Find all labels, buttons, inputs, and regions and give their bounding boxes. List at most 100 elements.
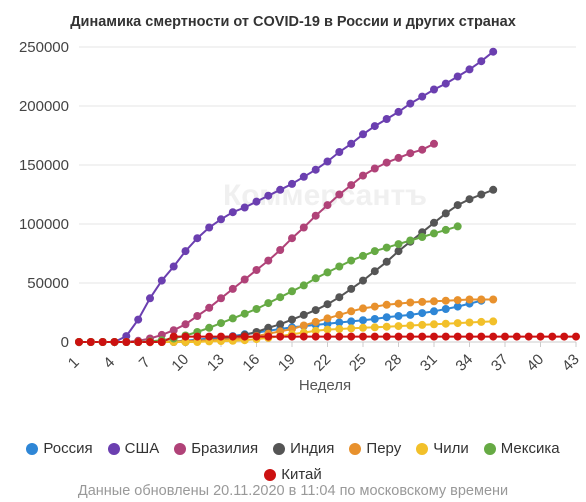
legend-item[interactable]: Китай (264, 462, 322, 488)
data-point-Перу (477, 295, 486, 304)
data-point-Бразилия (205, 303, 214, 312)
data-point-Перу (441, 296, 450, 305)
data-point-Китай (453, 332, 462, 341)
data-point-Перу (359, 304, 367, 313)
chart-canvas: Динамика смертности от COVID-19 в России… (19, 14, 583, 394)
data-point-Россия (382, 313, 391, 322)
data-point-Россия (347, 317, 356, 326)
data-point-Китай (406, 332, 415, 341)
data-point-Россия (394, 312, 403, 320)
data-point-Чили (323, 325, 332, 334)
data-point-Чили (406, 321, 415, 330)
y-tick-label: 200000 (19, 98, 69, 115)
data-point-Чили (477, 317, 486, 326)
data-point-Индия (394, 247, 403, 256)
y-tick-label: 0 (61, 334, 69, 351)
data-point-Бразилия (288, 234, 296, 243)
data-point-Китай (311, 332, 320, 341)
data-point-Китай (110, 338, 119, 346)
y-tick-label: 250000 (19, 39, 69, 56)
data-point-США (323, 157, 332, 166)
data-point-Китай (465, 332, 474, 341)
data-point-Мексика (264, 299, 273, 308)
data-point-Бразилия (430, 139, 438, 148)
data-point-Индия (441, 209, 450, 218)
data-point-Индия (311, 306, 320, 315)
legend-label: Мексика (500, 440, 560, 457)
legend-label: Россия (43, 440, 93, 457)
data-point-США (359, 130, 367, 139)
data-point-Китай (359, 332, 367, 341)
legend-item[interactable]: Россия (26, 436, 93, 462)
data-point-Китай (240, 332, 249, 341)
data-point-Китай (169, 332, 178, 341)
data-point-Мексика (240, 309, 249, 318)
data-point-Китай (157, 338, 166, 346)
data-point-Мексика (311, 274, 320, 283)
data-point-Бразилия (217, 294, 225, 303)
data-point-Россия (430, 307, 438, 316)
data-point-Бразилия (323, 201, 332, 210)
x-tick-label: 37 (488, 351, 512, 375)
data-point-Китай (418, 332, 427, 341)
data-point-Китай (382, 332, 391, 341)
data-point-Чили (418, 320, 427, 329)
data-point-Мексика (347, 256, 356, 265)
data-point-США (276, 185, 285, 194)
data-point-Перу (299, 321, 308, 330)
data-point-Китай (264, 332, 273, 341)
data-point-Чили (394, 322, 403, 331)
data-point-Китай (477, 332, 486, 341)
legend-label: Бразилия (191, 440, 259, 457)
data-point-Мексика (370, 247, 379, 256)
x-tick-label: 16 (239, 351, 263, 375)
data-point-Китай (146, 338, 154, 346)
data-point-Китай (228, 332, 237, 341)
legend-item[interactable]: Бразилия (174, 436, 258, 462)
data-point-Китай (536, 332, 545, 341)
data-point-Бразилия (276, 246, 285, 254)
data-point-Китай (205, 332, 214, 341)
data-point-Китай (441, 332, 450, 341)
data-point-США (465, 65, 474, 74)
data-point-Китай (288, 332, 296, 341)
data-point-Китай (323, 332, 332, 341)
data-point-Мексика (418, 233, 427, 241)
data-point-США (441, 79, 450, 88)
legend-label: США (124, 440, 160, 457)
x-axis-ticks: 1 4 7 10 13 16 19 22 25 28 31 34 37 40 43 (65, 342, 583, 375)
legend-item[interactable]: США (107, 436, 160, 462)
data-point-Чили (441, 319, 450, 328)
data-point-Перу (347, 307, 356, 316)
data-point-Бразилия (418, 145, 427, 154)
data-point-Чили (465, 318, 474, 327)
legend-row: Россия США Бразилия Индия Перу Чили Мексика (0, 436, 586, 462)
data-point-Бразилия (394, 153, 403, 162)
data-point-США (169, 262, 178, 271)
data-point-США (228, 208, 237, 217)
x-tick-label: 34 (452, 351, 476, 375)
legend-dot-icon (26, 443, 39, 455)
legend-item[interactable]: Чили (416, 436, 469, 462)
data-point-Китай (75, 338, 83, 346)
legend-item[interactable]: Перу (349, 436, 401, 462)
x-tick-label: 1 (65, 354, 83, 372)
data-point-Индия (489, 185, 498, 194)
data-point-Мексика (335, 262, 344, 271)
data-point-Китай (572, 332, 580, 341)
data-point-США (122, 332, 131, 341)
data-point-Россия (370, 315, 379, 323)
data-point-США (157, 276, 166, 285)
legend-item[interactable]: Мексика (483, 436, 560, 462)
data-point-Бразилия (370, 164, 379, 173)
data-point-Китай (430, 332, 438, 341)
data-point-Чили (347, 324, 356, 333)
data-point-США (264, 191, 273, 200)
data-point-Перу (394, 299, 403, 308)
data-point-Бразилия (335, 190, 344, 199)
data-point-США (205, 223, 214, 232)
legend-item[interactable]: Индия (273, 436, 334, 462)
data-point-Мексика (382, 243, 391, 252)
data-point-Китай (217, 332, 225, 341)
x-tick-label: 31 (417, 351, 441, 375)
